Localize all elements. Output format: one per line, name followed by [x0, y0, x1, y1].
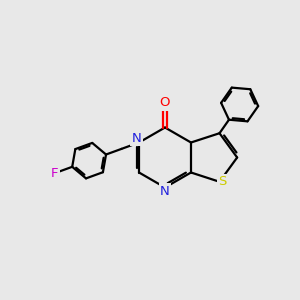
Text: F: F	[51, 167, 59, 180]
Text: N: N	[160, 184, 170, 198]
Text: N: N	[132, 131, 142, 145]
Text: O: O	[160, 96, 170, 110]
Text: S: S	[218, 175, 227, 188]
